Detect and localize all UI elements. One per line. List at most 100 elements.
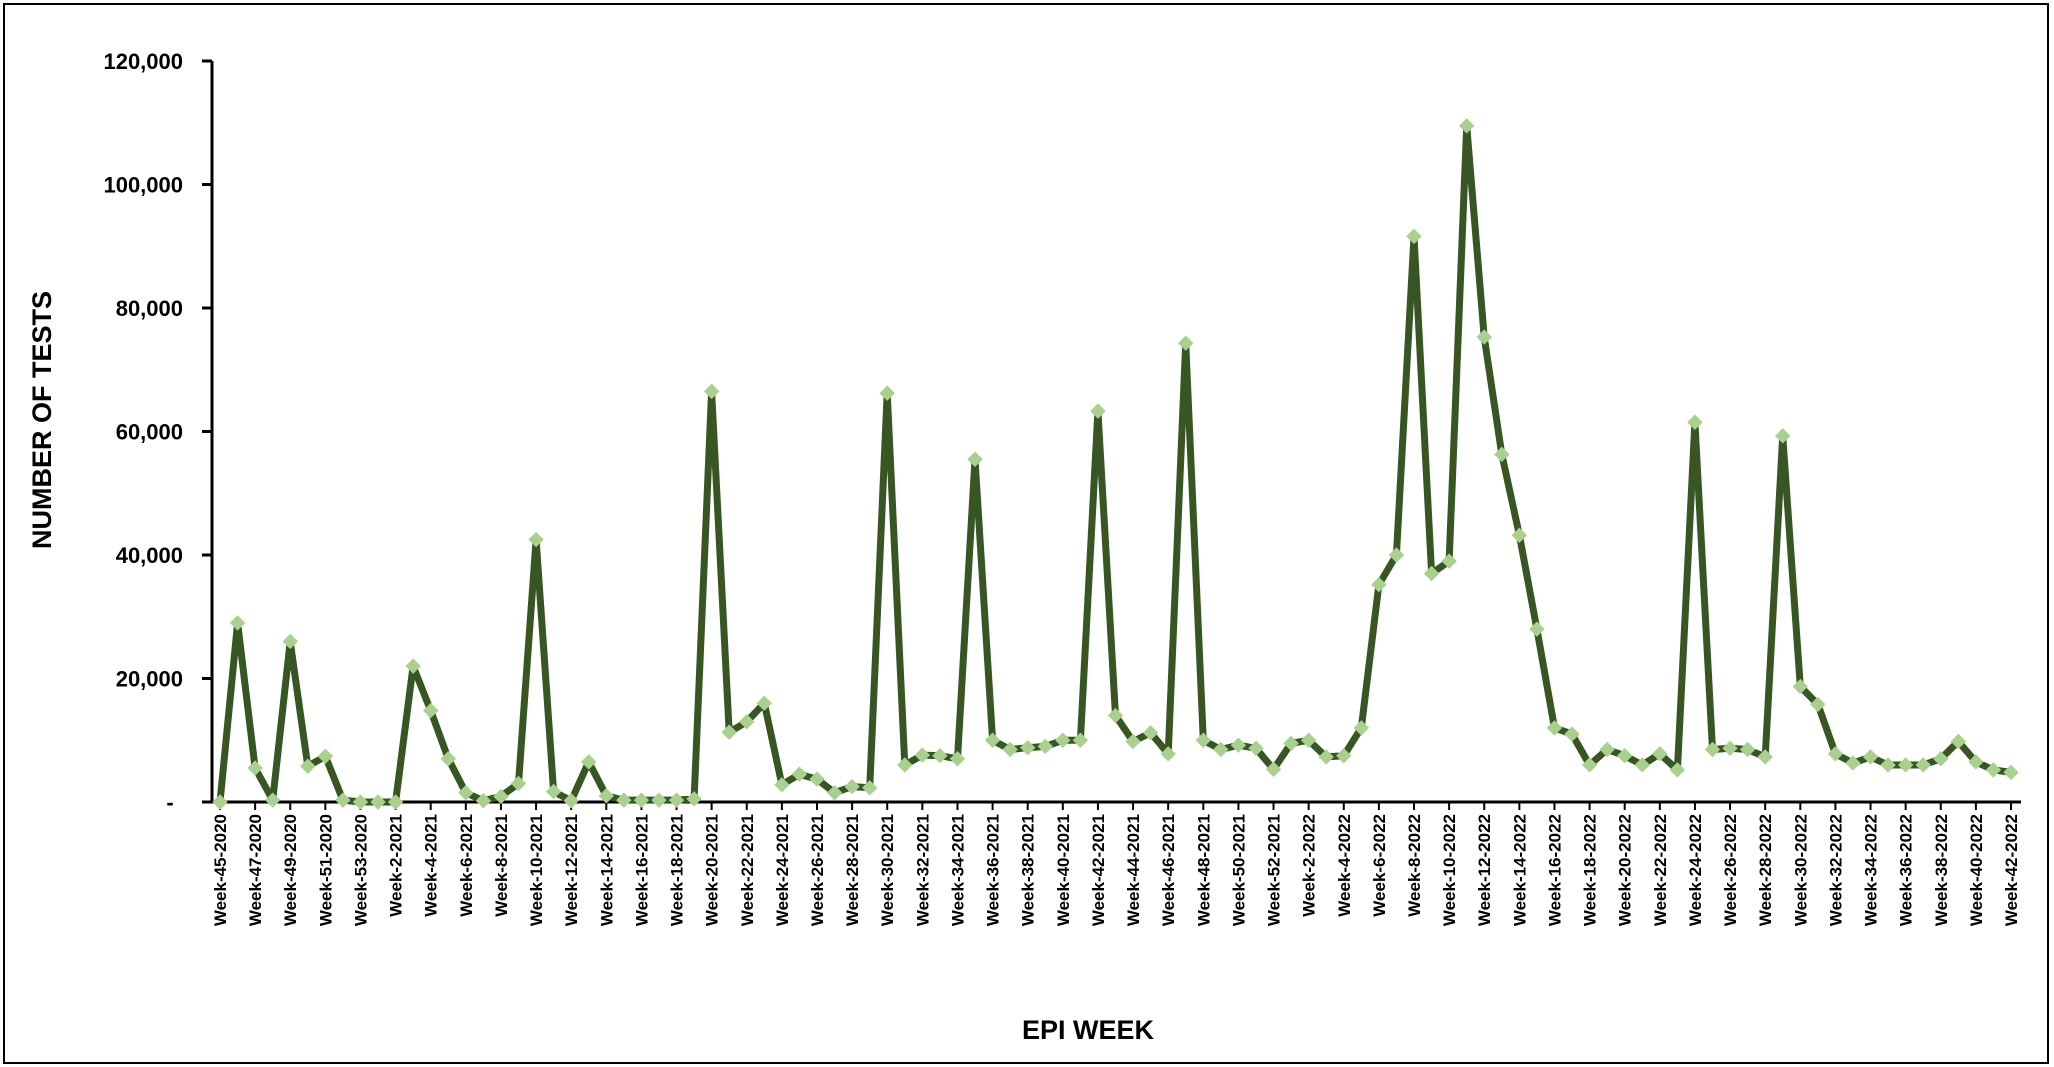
data-point-marker <box>1546 720 1563 736</box>
data-point-marker <box>1687 414 1703 430</box>
x-tick-label: Week-6-2022 <box>1370 814 1389 917</box>
data-point-marker <box>1072 732 1089 748</box>
data-point-marker <box>1616 747 1633 764</box>
data-point-marker <box>1037 738 1053 755</box>
data-point-marker <box>300 758 316 774</box>
data-point-marker <box>317 748 334 765</box>
x-tick-label: Week-4-2021 <box>422 814 441 917</box>
x-tick-label: Week-30-2021 <box>878 814 897 926</box>
y-tick-label: 40,000 <box>116 543 183 568</box>
data-point-marker <box>1019 739 1036 756</box>
x-tick-label: Week-16-2022 <box>1545 814 1564 926</box>
x-tick-label: Week-16-2021 <box>632 814 651 926</box>
x-tick-label: Week-32-2021 <box>913 814 932 926</box>
y-tick-label: 80,000 <box>116 296 183 321</box>
data-point-marker <box>458 785 474 801</box>
x-tick-label: Week-2-2021 <box>387 814 406 917</box>
data-point-marker <box>1213 741 1229 758</box>
x-tick-label: Week-45-2020 <box>211 814 230 926</box>
x-tick-label: Week-34-2021 <box>948 814 967 926</box>
y-tick-label: 20,000 <box>116 667 183 692</box>
y-tick-label: - <box>166 790 173 815</box>
data-point-marker <box>861 780 878 796</box>
x-tick-label: Week-12-2022 <box>1475 814 1494 926</box>
x-tick-label: Week-8-2021 <box>492 814 511 917</box>
data-point-marker <box>651 792 667 808</box>
data-point-marker <box>1160 746 1176 762</box>
x-tick-label: Week-4-2022 <box>1335 814 1354 917</box>
data-point-marker <box>1933 751 1949 767</box>
data-point-marker <box>1090 403 1106 419</box>
x-tick-label: Week-50-2021 <box>1229 814 1248 926</box>
data-point-marker <box>616 792 632 808</box>
data-point-marker <box>1897 757 1914 773</box>
data-point-marker <box>282 633 298 650</box>
data-point-marker <box>1388 547 1405 563</box>
data-point-marker <box>949 751 966 767</box>
data-point-marker <box>1739 741 1756 758</box>
data-point-marker <box>1318 749 1334 765</box>
x-tick-label: Week-53-2020 <box>351 814 370 926</box>
x-tick-label: Week-38-2022 <box>1932 814 1951 926</box>
line-chart: -20,00040,00060,00080,000100,000120,000 … <box>27 49 2021 1045</box>
data-point-marker <box>1511 527 1528 543</box>
data-point-marker <box>826 785 843 801</box>
data-point-marker <box>598 788 615 804</box>
data-point-marker <box>510 775 527 792</box>
x-tick-label: Week-18-2021 <box>668 814 687 926</box>
x-tick-label: Week-49-2020 <box>281 814 300 926</box>
data-point-marker <box>721 724 737 740</box>
data-point-marker <box>984 732 1001 748</box>
x-tick-label: Week-48-2021 <box>1194 814 1213 926</box>
data-point-marker <box>1441 553 1457 569</box>
data-point-marker <box>1494 446 1510 463</box>
data-point-marker <box>1423 565 1440 582</box>
data-point-marker <box>791 766 808 782</box>
data-point-marker <box>1792 678 1809 695</box>
y-axis-title: NUMBER OF TESTS <box>27 291 57 549</box>
data-point-marker <box>774 777 790 793</box>
data-point-marker <box>475 793 492 809</box>
data-point-marker <box>1230 737 1247 753</box>
data-point-marker <box>897 757 913 773</box>
data-point-marker <box>844 778 860 795</box>
data-point-marker <box>247 760 263 776</box>
data-point-marker <box>1652 746 1668 762</box>
x-tick-label: Week-44-2021 <box>1124 814 1143 926</box>
x-tick-label: Week-20-2022 <box>1616 814 1635 926</box>
data-point-marker <box>440 751 456 767</box>
data-point-marker <box>1845 755 1861 771</box>
x-tick-label: Week-12-2021 <box>562 814 581 926</box>
data-point-marker <box>1125 733 1141 750</box>
data-point-marker <box>686 791 702 807</box>
data-point-marker <box>387 794 404 810</box>
y-axis: - 20,000 40,000 60,000 80,000 100,000 120,000 <box>103 49 214 815</box>
x-tick-label: Week-22-2021 <box>738 814 757 926</box>
data-point-marker <box>229 615 246 631</box>
data-point-marker <box>1458 118 1475 134</box>
data-point-marker <box>1195 732 1212 748</box>
x-tick-label: Week-10-2021 <box>527 814 546 926</box>
data-point-marker <box>633 792 650 808</box>
data-point-marker <box>1968 754 1984 770</box>
data-point-marker <box>405 658 421 674</box>
x-tick-label: Week-8-2022 <box>1405 814 1424 917</box>
data-point-marker <box>212 794 228 810</box>
data-point-marker <box>1704 741 1721 758</box>
data-point-marker <box>563 793 579 809</box>
x-tick-label: Week-38-2021 <box>1019 814 1038 926</box>
data-point-marker <box>1634 757 1650 773</box>
data-point-marker <box>493 788 509 805</box>
x-tick-label: Week-32-2022 <box>1826 814 1845 926</box>
data-point-marker <box>370 794 386 810</box>
data-point-marker <box>1406 228 1422 245</box>
x-tick-label: Week-28-2022 <box>1756 814 1775 926</box>
data-point-marker <box>264 792 281 808</box>
data-point-marker <box>1178 335 1194 351</box>
data-point-marker <box>1002 741 1018 758</box>
data-point-marker <box>1757 749 1773 765</box>
data-point-marker <box>581 754 597 770</box>
chart-frame: -20,000 40,000 60,000 80,000 100,000 120,000 … <box>3 3 2049 1064</box>
data-point-marker <box>809 771 825 787</box>
x-axis-title: EPI WEEK <box>1022 1015 1155 1045</box>
